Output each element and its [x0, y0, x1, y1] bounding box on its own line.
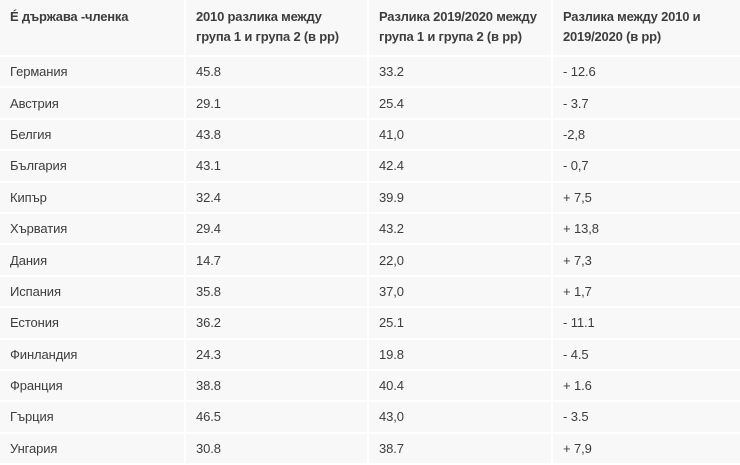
- cell-2010-diff: 32.4: [186, 182, 369, 214]
- cell-2010-diff: 46.5: [186, 402, 369, 434]
- cell-2010-diff: 14.7: [186, 245, 369, 277]
- cell-2010-diff: 43.1: [186, 151, 369, 183]
- cell-2010-diff: 35.8: [186, 276, 369, 309]
- cell-2019-2020-diff: 33.2: [369, 57, 553, 89]
- cell-change: + 7,9: [553, 433, 740, 465]
- column-header-change: Разлика между 2010 и 2019/2020 (в pp): [553, 0, 740, 57]
- cell-change: + 7,3: [553, 245, 740, 277]
- cell-change: + 1.6: [553, 370, 740, 403]
- cell-country: Испания: [0, 276, 186, 309]
- cell-2010-diff: 45.8: [186, 57, 369, 89]
- cell-2010-diff: 36.2: [186, 308, 369, 340]
- table-row: Австрия 29.1 25.4- 3.7: [0, 88, 740, 120]
- cell-country: България: [0, 151, 186, 183]
- cell-change: - 4.5: [553, 339, 740, 371]
- cell-change: + 1,7: [553, 276, 740, 309]
- cell-2019-2020-diff: 40.4: [369, 370, 553, 403]
- cell-2019-2020-diff: 43.2: [369, 213, 553, 246]
- table-row: Финландия 24.3 19.8- 4.5: [0, 339, 740, 371]
- cell-change: - 0,7: [553, 151, 740, 183]
- table-row: Естония 36.2 25.1- 11.1: [0, 308, 740, 340]
- cell-2019-2020-diff: 25.1: [369, 308, 553, 340]
- table-header-row: É държава -членка 2010 разлика между гру…: [0, 0, 740, 57]
- table-row: Германия 45.8 33.2- 12.6: [0, 57, 740, 89]
- table-row: България 43.1 42.4- 0,7: [0, 151, 740, 183]
- table-row: Кипър 32.4 39.9 + 7,5: [0, 182, 740, 214]
- table-row: Дания 14.7 22,0 + 7,3: [0, 245, 740, 277]
- column-header-country: É държава -членка: [0, 0, 186, 57]
- cell-2010-diff: 43.8: [186, 119, 369, 152]
- cell-country: Австрия: [0, 88, 186, 120]
- cell-2010-diff: 24.3: [186, 339, 369, 371]
- table-body: Германия 45.8 33.2- 12.6 Австрия 29.1 25.4- 3…: [0, 57, 740, 465]
- cell-change: - 3.5: [553, 402, 740, 434]
- cell-2019-2020-diff: 41,0: [369, 119, 553, 152]
- cell-country: Унгария: [0, 433, 186, 465]
- table-row: Гърция 46.5 43,0- 3.5: [0, 402, 740, 434]
- cell-2019-2020-diff: 37,0: [369, 276, 553, 309]
- column-header-2019-2020-diff: Разлика 2019/2020 между група 1 и група …: [369, 0, 553, 57]
- table-row: Унгария 30.8 38.7 + 7,9: [0, 433, 740, 465]
- column-header-2010-diff: 2010 разлика между група 1 и група 2 (в …: [186, 0, 369, 57]
- cell-2019-2020-diff: 19.8: [369, 339, 553, 371]
- cell-country: Франция: [0, 370, 186, 403]
- cell-country: Финландия: [0, 339, 186, 371]
- cell-2010-diff: 29.4: [186, 213, 369, 246]
- table-row: Франция 38.8 40.4 + 1.6: [0, 370, 740, 403]
- cell-change: - 3.7: [553, 88, 740, 120]
- cell-country: Хърватия: [0, 213, 186, 246]
- cell-2019-2020-diff: 25.4: [369, 88, 553, 120]
- cell-2010-diff: 29.1: [186, 88, 369, 120]
- table-row: Хърватия 29.4 43.2 + 13,8: [0, 213, 740, 246]
- cell-country: Белгия: [0, 119, 186, 152]
- cell-country: Гърция: [0, 402, 186, 434]
- cell-change: -2,8: [553, 119, 740, 152]
- cell-change: + 13,8: [553, 213, 740, 246]
- cell-change: - 12.6: [553, 57, 740, 89]
- cell-change: - 11.1: [553, 308, 740, 340]
- cell-2010-diff: 38.8: [186, 370, 369, 403]
- cell-2019-2020-diff: 42.4: [369, 151, 553, 183]
- cell-country: Дания: [0, 245, 186, 277]
- cell-country: Германия: [0, 57, 186, 89]
- table-row: Испания 35.8 37,0 + 1,7: [0, 276, 740, 309]
- cell-2019-2020-diff: 39.9: [369, 182, 553, 214]
- table-row: Белгия 43.8 41,0 -2,8: [0, 119, 740, 152]
- cell-country: Кипър: [0, 182, 186, 214]
- cell-2019-2020-diff: 22,0: [369, 245, 553, 277]
- cell-2019-2020-diff: 38.7: [369, 433, 553, 465]
- cell-2010-diff: 30.8: [186, 433, 369, 465]
- cell-change: + 7,5: [553, 182, 740, 214]
- cell-country: Естония: [0, 308, 186, 340]
- cell-2019-2020-diff: 43,0: [369, 402, 553, 434]
